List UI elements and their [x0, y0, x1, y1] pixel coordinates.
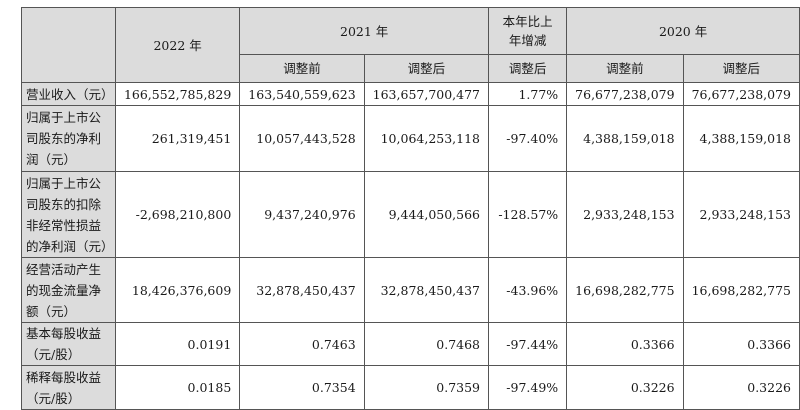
header-year-2021: 2021 年 [239, 7, 490, 55]
header-year-2022: 2022 年 [114, 7, 241, 83]
value-2021-after: 10,064,253,118 [363, 105, 490, 172]
value-2020-before: 76,677,238,079 [566, 82, 684, 106]
value-2021-after: 9,444,050,566 [363, 171, 490, 258]
value-2020-after: 0.3366 [682, 322, 800, 366]
header-year-2020: 2020 年 [566, 7, 800, 55]
row-label: 归属于上市公司股东的净利润（元） [21, 105, 116, 172]
header-2021-after: 调整后 [363, 54, 490, 83]
value-2020-before: 2,933,248,153 [566, 171, 684, 258]
value-2021-before: 9,437,240,976 [239, 171, 365, 258]
value-2020-after: 4,388,159,018 [682, 105, 800, 172]
value-2020-before: 4,388,159,018 [566, 105, 684, 172]
value-2022: 0.0185 [114, 365, 241, 410]
value-2020-before: 0.3366 [566, 322, 684, 366]
table-row: 经营活动产生的现金流量净额（元） 18,426,376,609 32,878,4… [21, 257, 800, 323]
value-change: 1.77% [488, 82, 568, 106]
value-change: -97.40% [488, 105, 568, 172]
header-yoy-change: 本年比上年增减 [488, 7, 568, 55]
table-row: 基本每股收益（元/股） 0.0191 0.7463 0.7468 -97.44%… [21, 322, 800, 366]
financial-summary-table: 2022 年 2021 年 本年比上年增减 2020 年 调整前 调整后 调整后… [21, 7, 800, 410]
table-row: 归属于上市公司股东的净利润（元） 261,319,451 10,057,443,… [21, 105, 800, 172]
value-2021-after: 0.7359 [363, 365, 490, 410]
value-change: -97.44% [488, 322, 568, 366]
header-corner [21, 7, 116, 83]
value-2020-after: 16,698,282,775 [682, 257, 800, 323]
value-2020-before: 16,698,282,775 [566, 257, 684, 323]
value-change: -128.57% [488, 171, 568, 258]
row-label: 基本每股收益（元/股） [21, 322, 116, 366]
value-change: -43.96% [488, 257, 568, 323]
header-2021-before: 调整前 [239, 54, 365, 83]
value-2020-after: 76,677,238,079 [682, 82, 800, 106]
value-2021-after: 32,878,450,437 [363, 257, 490, 323]
value-2021-before: 0.7463 [239, 322, 365, 366]
header-change-after: 调整后 [488, 54, 568, 83]
row-label: 稀释每股收益（元/股） [21, 365, 116, 410]
value-2021-before: 0.7354 [239, 365, 365, 410]
value-2021-after: 0.7468 [363, 322, 490, 366]
table-row: 营业收入（元） 166,552,785,829 163,540,559,623 … [21, 82, 800, 106]
table-row: 稀释每股收益（元/股） 0.0185 0.7354 0.7359 -97.49%… [21, 365, 800, 410]
value-2020-after: 0.3226 [682, 365, 800, 410]
value-2021-after: 163,657,700,477 [363, 82, 490, 106]
value-2021-before: 32,878,450,437 [239, 257, 365, 323]
value-2021-before: 163,540,559,623 [239, 82, 365, 106]
value-2022: 166,552,785,829 [114, 82, 241, 106]
row-label: 营业收入（元） [21, 82, 116, 106]
value-2022: 0.0191 [114, 322, 241, 366]
header-2020-after: 调整后 [682, 54, 800, 83]
value-2022: 261,319,451 [114, 105, 241, 172]
value-2020-before: 0.3226 [566, 365, 684, 410]
value-2022: 18,426,376,609 [114, 257, 241, 323]
row-label: 归属于上市公司股东的扣除非经常性损益的净利润（元） [21, 171, 116, 258]
value-2020-after: 2,933,248,153 [682, 171, 800, 258]
header-2020-before: 调整前 [566, 54, 684, 83]
value-change: -97.49% [488, 365, 568, 410]
row-label: 经营活动产生的现金流量净额（元） [21, 257, 116, 323]
table-row: 归属于上市公司股东的扣除非经常性损益的净利润（元） -2,698,210,800… [21, 171, 800, 258]
value-2022: -2,698,210,800 [114, 171, 241, 258]
value-2021-before: 10,057,443,528 [239, 105, 365, 172]
